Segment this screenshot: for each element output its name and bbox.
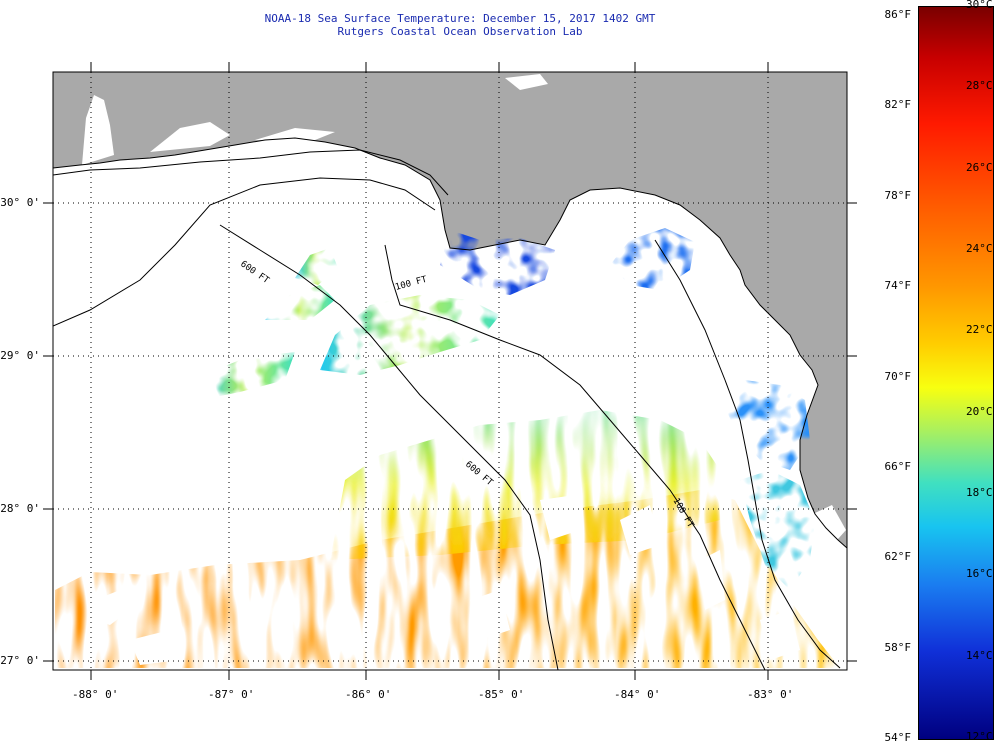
cb-f-70: 70°F	[884, 370, 912, 383]
pensacola-bay	[150, 122, 230, 152]
map-title: NOAA-18 Sea Surface Temperature: Decembe…	[264, 12, 656, 25]
sst-cold-apalachicola	[440, 230, 555, 295]
lat-label-29: 29° 0'	[0, 349, 40, 362]
cb-c-18: 18°C	[966, 486, 993, 499]
lat-label-30: 30° 0'	[0, 196, 40, 209]
contour-100ft-west	[53, 149, 449, 196]
cb-c-14: 14°C	[966, 649, 993, 662]
sst-west-patch	[200, 352, 295, 400]
sst-cold-tampa	[740, 470, 815, 590]
lat-label-27: 27° 0'	[0, 654, 40, 667]
contour-600ft-main	[219, 224, 559, 670]
lon-label-85: -85° 0'	[478, 688, 525, 701]
sst-cold-westfl	[722, 380, 810, 470]
cb-f-62: 62°F	[884, 550, 912, 563]
sst-near-shore	[295, 248, 338, 285]
mobile-bay	[82, 95, 114, 165]
cb-c-30: 30°C	[966, 0, 993, 11]
cb-c-24: 24°C	[966, 242, 993, 255]
cb-f-78: 78°F	[884, 189, 912, 202]
lon-label-86: -86° 0'	[345, 688, 392, 701]
cloud-gaps	[95, 495, 800, 665]
temperature-colorbar	[918, 6, 994, 740]
tick-marks	[43, 62, 857, 680]
lon-label-83: -83° 0'	[747, 688, 794, 701]
cb-f-82: 82°F	[884, 98, 912, 111]
map-border	[52, 71, 848, 671]
contour-100ft-main	[384, 244, 766, 670]
lon-label-84: -84° 0'	[614, 688, 661, 701]
contour-600ft-west	[53, 177, 436, 327]
inland-lake	[505, 74, 548, 90]
cb-c-12: 12°C	[966, 730, 993, 743]
cb-c-22: 22°C	[966, 323, 993, 336]
lon-label-88: -88° 0'	[72, 688, 119, 701]
cb-f-54: 54°F	[884, 731, 912, 744]
cb-c-20: 20°C	[966, 405, 993, 418]
cb-f-74: 74°F	[884, 279, 912, 292]
land-mass	[53, 72, 847, 548]
sst-cold-bigbend	[610, 228, 695, 290]
contour-shelf-east	[654, 239, 841, 669]
map-subtitle: Rutgers Coastal Ocean Observation Lab	[337, 25, 583, 38]
cb-c-28: 28°C	[966, 79, 993, 92]
cb-f-86: 86°F	[884, 8, 912, 21]
cb-c-26: 26°C	[966, 161, 993, 174]
sst-north-patch	[320, 295, 500, 375]
cb-f-58: 58°F	[884, 641, 912, 654]
cb-f-66: 66°F	[884, 460, 912, 473]
cb-c-16: 16°C	[966, 567, 993, 580]
lat-label-28: 28° 0'	[0, 502, 40, 515]
lon-label-87: -87° 0'	[208, 688, 255, 701]
sst-north-patch-2	[265, 285, 335, 320]
coastline	[53, 137, 847, 549]
choctawhatchee-bay	[255, 128, 335, 140]
